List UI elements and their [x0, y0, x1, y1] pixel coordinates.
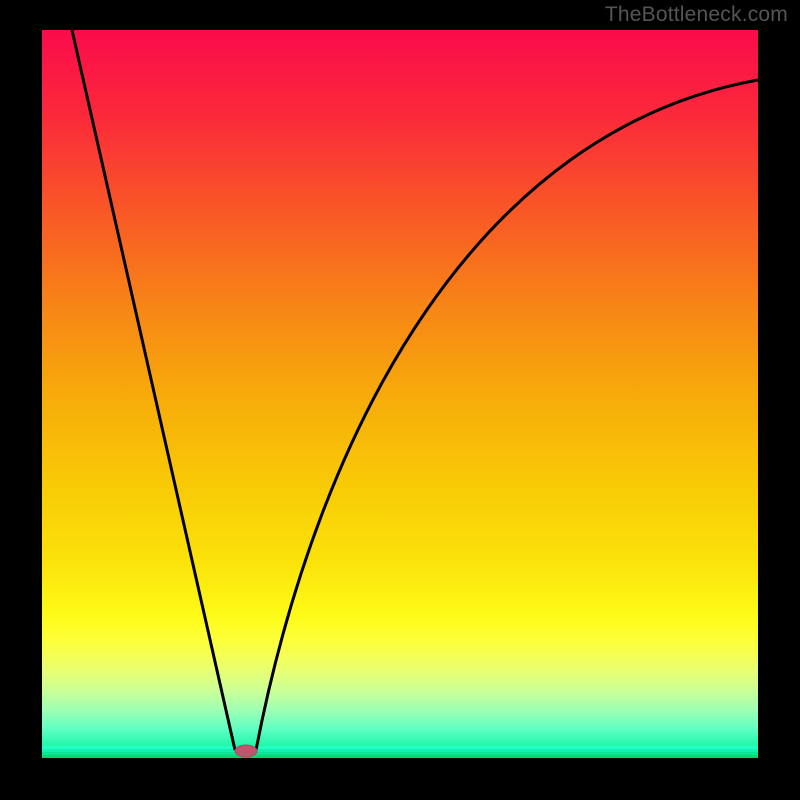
plot-background — [42, 30, 758, 758]
chart-svg — [0, 0, 800, 800]
watermark-label: TheBottleneck.com — [605, 3, 788, 27]
optimal-point-marker — [235, 745, 257, 757]
bottom-green-band — [42, 746, 758, 759]
bottleneck-chart: TheBottleneck.com — [0, 0, 800, 800]
